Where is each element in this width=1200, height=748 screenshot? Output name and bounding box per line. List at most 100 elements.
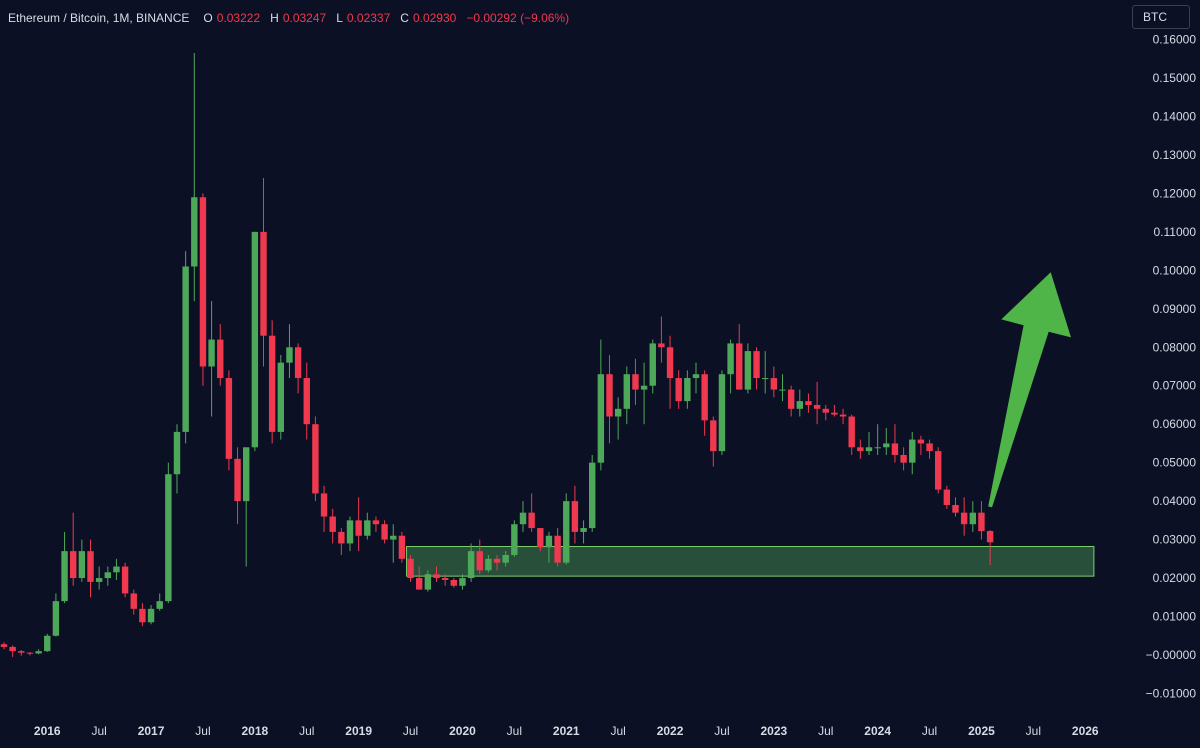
candle-body: [424, 574, 432, 590]
candle: [770, 366, 778, 398]
up-arrow-icon: [988, 272, 1071, 508]
candle-body: [684, 378, 691, 402]
candle: [476, 539, 483, 575]
candle-body: [744, 351, 752, 390]
candle: [640, 362, 648, 425]
candle: [26, 651, 34, 656]
candle-body: [865, 447, 873, 452]
y-axis-tick-label: 0.06000: [1153, 417, 1197, 431]
candle: [485, 554, 492, 573]
x-axis-tick-label: Jul: [818, 724, 833, 738]
currency-unit-badge[interactable]: BTC: [1132, 5, 1190, 29]
candle-body: [390, 535, 397, 540]
candle-body: [917, 439, 925, 444]
candle-body: [156, 601, 163, 609]
candle-body: [243, 447, 250, 502]
candle: [935, 447, 942, 494]
candle-body: [121, 566, 129, 594]
candle: [433, 566, 440, 582]
candle-body: [355, 520, 362, 536]
legend-open-value: 0.03222: [216, 11, 261, 25]
candle-body: [986, 531, 994, 543]
y-axis-tick-label: 0.07000: [1153, 379, 1197, 393]
candle: [909, 431, 916, 475]
legend-high-value: 0.03247: [282, 11, 327, 25]
candle: [874, 424, 881, 455]
candle-body: [467, 551, 475, 579]
candle-body: [398, 535, 406, 559]
candle-body: [736, 343, 743, 390]
y-axis-tick-label: 0.12000: [1153, 186, 1197, 200]
candle-body: [839, 414, 847, 417]
candle: [753, 347, 760, 390]
candle-body: [52, 601, 60, 636]
y-axis-tick-label: 0.08000: [1153, 340, 1197, 354]
candle: [87, 539, 94, 598]
candle-body: [113, 566, 120, 573]
candle-body: [416, 578, 423, 590]
candle-body: [770, 378, 778, 390]
candle-body: [260, 231, 267, 336]
candle-body: [199, 197, 207, 367]
x-axis-tick-label: Jul: [922, 724, 937, 738]
candle: [684, 370, 691, 409]
candle-body: [329, 516, 336, 532]
candle: [744, 343, 752, 394]
candle-body: [476, 551, 483, 571]
candle: [268, 320, 276, 444]
candle-body: [87, 551, 94, 582]
candle: [701, 370, 708, 436]
candle: [675, 370, 682, 409]
y-axis-tick-label: 0.15000: [1153, 71, 1197, 85]
candle-body: [407, 558, 414, 579]
x-axis-tick-label: Jul: [610, 724, 625, 738]
legend-high-label: H: [270, 11, 279, 25]
candle: [44, 633, 51, 652]
candle-body: [165, 474, 172, 602]
candle: [969, 501, 976, 532]
candle-body: [675, 378, 682, 402]
candle-body: [286, 347, 293, 363]
candle: [571, 485, 579, 544]
candle: [986, 530, 994, 566]
candle: [632, 358, 639, 405]
x-axis-tick-label: 2021: [553, 724, 580, 738]
candle-body: [701, 374, 708, 421]
candle: [883, 428, 890, 455]
legend-close-value: 0.02930: [412, 11, 457, 25]
candle-body: [658, 343, 665, 348]
candle: [865, 431, 873, 455]
candle: [952, 497, 959, 517]
candle: [666, 335, 674, 409]
candle-body: [104, 572, 111, 579]
candle-body: [251, 231, 259, 448]
candle-body: [511, 524, 518, 555]
candle: [692, 362, 700, 394]
candle-body: [606, 374, 613, 417]
candle-body: [130, 593, 137, 609]
candle: [424, 570, 432, 592]
candle: [147, 604, 155, 625]
candle-body: [857, 447, 864, 452]
candle-body: [338, 531, 345, 544]
candle-body: [762, 378, 769, 380]
x-axis-tick-label: 2023: [760, 724, 787, 738]
candle: [502, 551, 509, 567]
candle: [372, 516, 380, 532]
candle-body: [727, 343, 734, 375]
legend-symbol: Ethereum / Bitcoin, 1M, BINANCE: [8, 11, 190, 25]
legend-change: −0.00292 (−9.06%): [466, 11, 570, 25]
candle: [891, 424, 899, 463]
candle: [857, 439, 864, 459]
y-axis-tick-label: 0.14000: [1153, 109, 1197, 123]
candle-body: [718, 374, 726, 452]
x-axis-tick-label: 2024: [864, 724, 891, 738]
candle: [831, 404, 838, 417]
candle: [813, 381, 821, 425]
candle-body: [623, 374, 630, 409]
candle-body: [796, 401, 803, 409]
candle-body: [779, 389, 786, 391]
x-axis-tick-label: 2019: [345, 724, 372, 738]
